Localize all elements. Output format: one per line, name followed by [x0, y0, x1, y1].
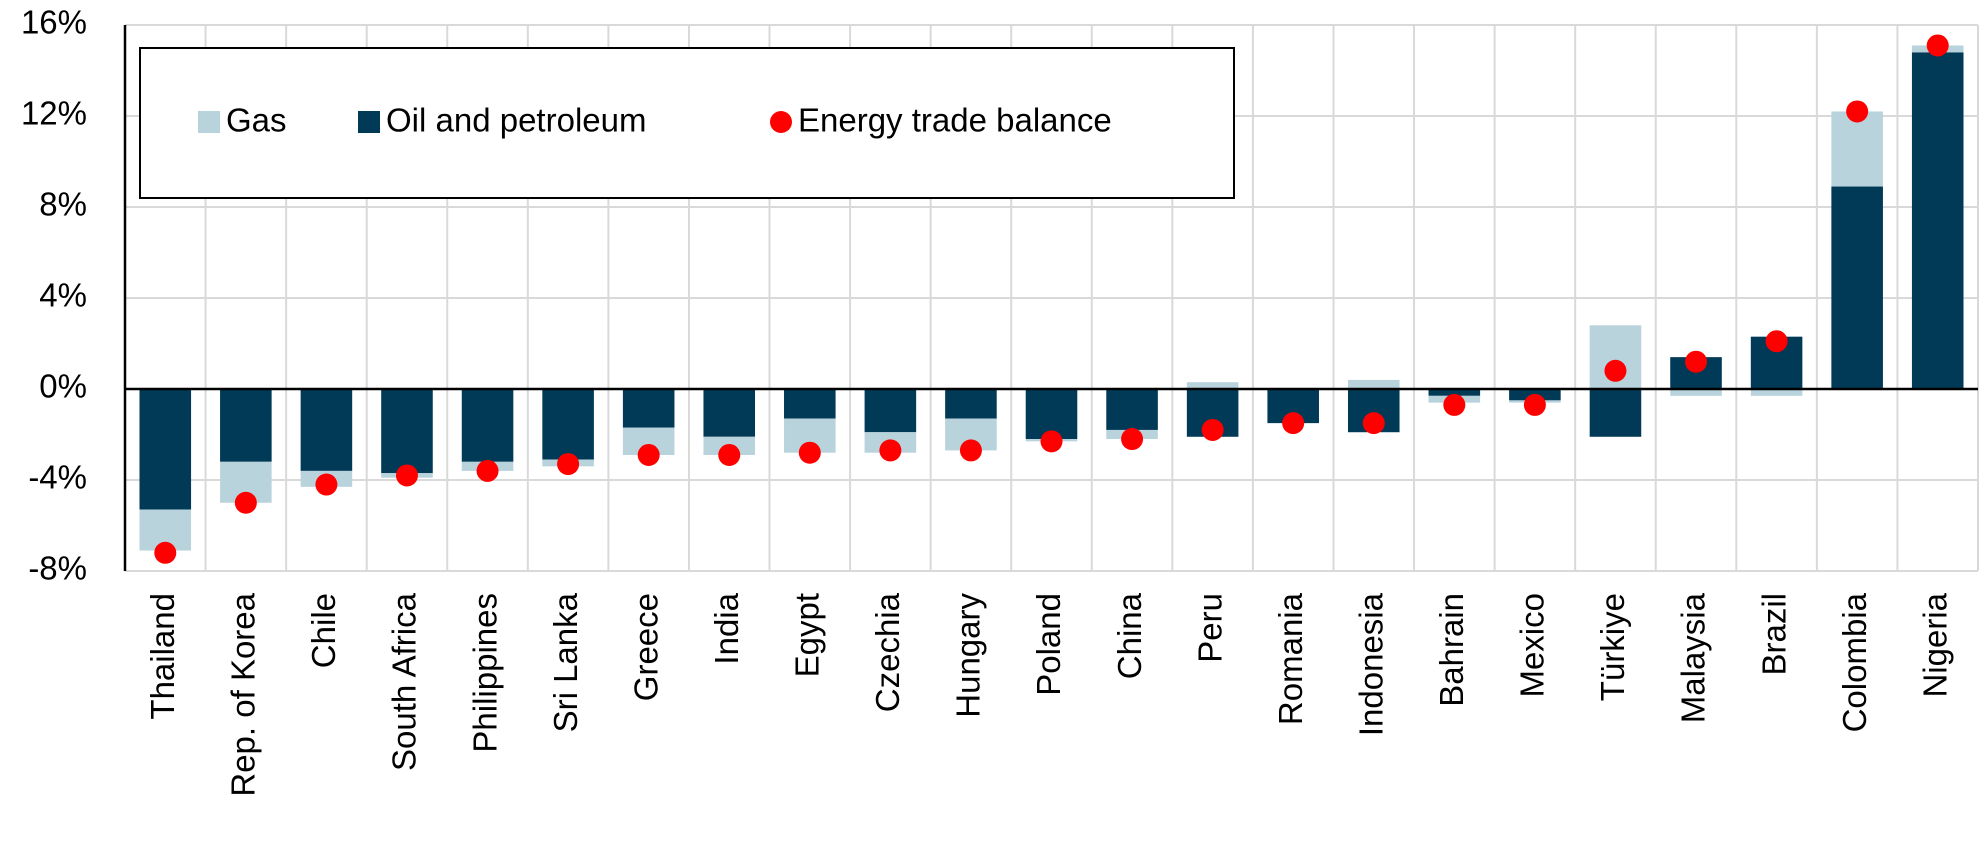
point: [637, 443, 660, 466]
point: [1685, 350, 1708, 373]
point: [557, 453, 580, 476]
point: [234, 491, 257, 514]
legend-label: Oil and petroleum: [386, 102, 646, 139]
bar: [1106, 389, 1158, 430]
legend-marker: [770, 111, 792, 133]
bar: [1670, 389, 1722, 396]
y-tick-label: -4%: [28, 459, 87, 496]
point: [1121, 428, 1144, 451]
point: [1362, 412, 1385, 435]
x-tick-label: Sri Lanka: [547, 592, 584, 732]
x-tick-label: Mexico: [1514, 593, 1551, 698]
bar: [139, 389, 192, 510]
point: [1201, 418, 1224, 441]
point: [1282, 412, 1305, 435]
bar: [220, 389, 272, 462]
y-tick-label: 4%: [39, 277, 87, 314]
x-tick-label: Egypt: [789, 593, 826, 677]
point: [1523, 393, 1546, 416]
legend-label: Gas: [226, 102, 287, 139]
bar: [1428, 389, 1481, 396]
point: [718, 443, 741, 466]
x-tick-label: Hungary: [950, 593, 987, 718]
point: [1604, 359, 1627, 382]
x-tick-label: Bahrain: [1433, 593, 1470, 707]
y-tick-label: 12%: [21, 95, 87, 132]
x-tick-label: South Africa: [386, 592, 423, 771]
y-tick-label: -8%: [28, 550, 87, 587]
bar: [381, 389, 433, 474]
x-tick-label: Poland: [1030, 593, 1067, 696]
bar: [1347, 379, 1400, 389]
x-tick-label: Czechia: [869, 592, 906, 712]
x-tick-label: China: [1111, 592, 1148, 679]
bar: [542, 389, 594, 460]
x-tick-label: Rep. of Korea: [225, 592, 262, 796]
bar: [1831, 186, 1883, 389]
x-tick-label: Romania: [1272, 592, 1309, 725]
bar: [622, 389, 675, 428]
x-tick-label: Malaysia: [1675, 592, 1712, 723]
bar: [1750, 389, 1803, 396]
bar: [703, 389, 756, 437]
bar: [1911, 52, 1964, 390]
point: [959, 439, 982, 462]
bar: [945, 389, 997, 419]
x-tick-label: Indonesia: [1352, 592, 1389, 736]
point: [1765, 330, 1788, 353]
point: [395, 464, 418, 487]
point: [879, 439, 902, 462]
legend-label: Energy trade balance: [798, 102, 1112, 139]
bar: [864, 389, 917, 433]
point: [476, 459, 499, 482]
y-tick-label: 8%: [39, 186, 87, 223]
bar: [1589, 389, 1642, 437]
legend-marker: [358, 111, 380, 133]
point: [798, 441, 821, 464]
x-tick-label: Colombia: [1836, 592, 1873, 732]
y-tick-label: 16%: [21, 4, 87, 41]
point: [1443, 393, 1466, 416]
point: [1846, 100, 1869, 123]
point: [154, 541, 177, 564]
bar: [784, 389, 836, 419]
x-tick-label: Thailand: [144, 593, 181, 720]
bar: [1831, 111, 1883, 187]
x-tick-label: Brazil: [1755, 593, 1792, 676]
x-tick-label: India: [708, 592, 745, 664]
x-tick-label: Greece: [627, 593, 664, 701]
x-tick-label: Nigeria: [1916, 592, 1953, 697]
x-tick-label: Peru: [1191, 593, 1228, 663]
x-tick-label: Chile: [305, 593, 342, 668]
legend-marker: [198, 111, 220, 133]
x-tick-label: Türkiye: [1594, 593, 1631, 701]
legend-box: [139, 47, 1235, 199]
point: [1040, 430, 1063, 453]
bar: [1186, 382, 1239, 389]
point: [1926, 34, 1949, 57]
bar: [461, 389, 514, 462]
bar: [300, 389, 353, 471]
point: [315, 473, 338, 496]
y-tick-label: 0%: [39, 368, 87, 405]
x-tick-label: Philippines: [466, 593, 503, 753]
